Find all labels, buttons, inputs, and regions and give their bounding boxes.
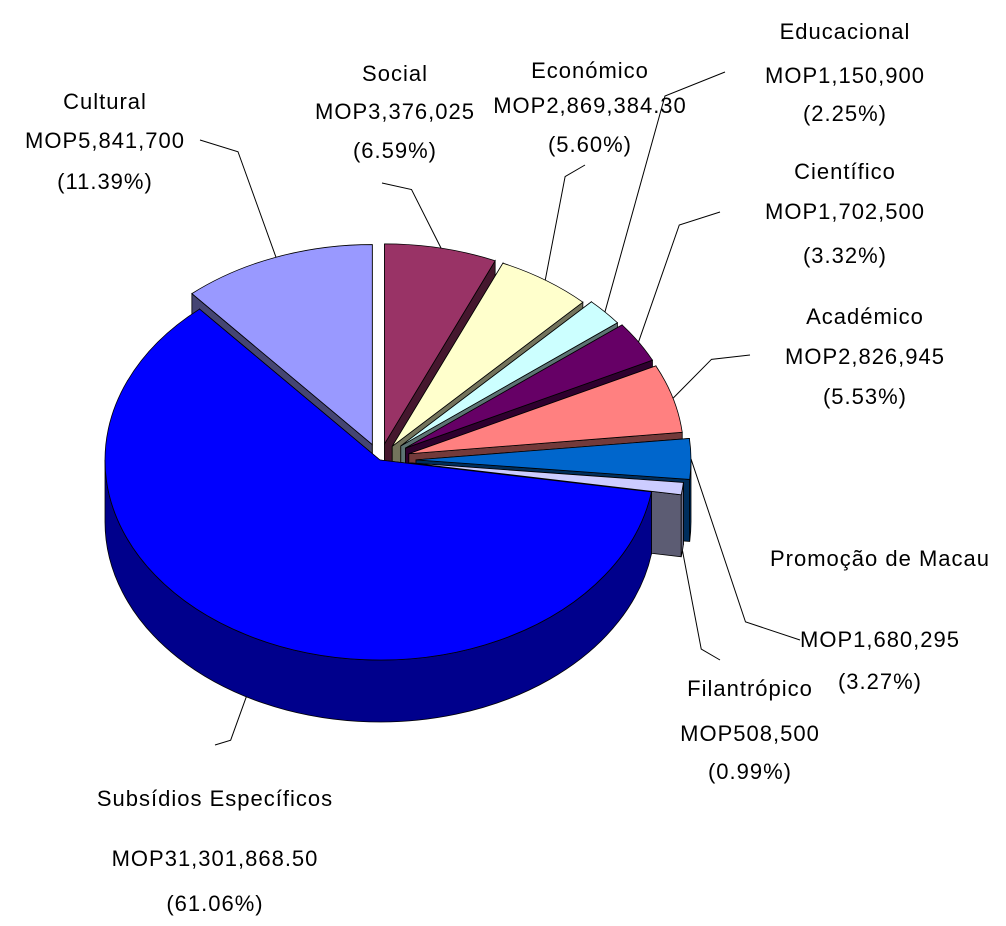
category-label: Educacional [780,19,911,44]
amount-label: MOP31,301,868.50 [112,846,319,871]
amount-label: MOP1,702,500 [765,199,925,224]
value-label: (11.39%) [57,169,153,194]
amount-label: MOP1,150,900 [765,63,925,88]
leader-line [638,211,721,343]
category-label: Promoção de Macau [770,546,990,571]
category-label: Social [362,61,428,86]
value-label: (61.06%) [166,891,263,916]
leader-line [544,164,586,281]
value-label: (5.53%) [823,384,907,409]
pie-slice [384,243,496,446]
amount-label: MOP3,376,025 [315,99,475,124]
category-label: Filantrópico [687,676,813,701]
amount-label: MOP5,841,700 [25,128,185,153]
category-label: Subsídios Específicos [97,786,333,811]
value-label: (3.32%) [803,243,887,268]
leader-line [604,71,726,313]
amount-label: MOP2,869,384.30 [493,93,687,118]
pie-slice [191,244,373,446]
category-label: Científico [794,159,896,184]
amount-label: MOP1,680,295 [800,627,960,652]
leader-line [381,182,442,249]
leader-line [199,139,277,258]
pie-slice [104,308,652,661]
leader-line [214,696,247,746]
value-label: (3.27%) [838,669,922,694]
pie-slice [409,462,684,496]
value-label: (2.25%) [803,101,887,126]
pie-slice [405,324,654,449]
category-label: Académico [806,304,924,329]
amount-label: MOP2,826,945 [785,344,945,369]
leader-line [672,354,751,399]
category-label: Económico [531,58,649,83]
pie-slice [415,437,692,480]
amount-label: MOP508,500 [680,721,820,746]
value-label: (5.60%) [548,132,632,157]
leader-line [681,550,721,661]
value-label: (6.59%) [353,138,437,163]
leader-line [690,458,801,641]
category-label: Cultural [63,89,147,114]
value-label: (0.99%) [708,759,792,784]
pie-slice [408,365,683,455]
